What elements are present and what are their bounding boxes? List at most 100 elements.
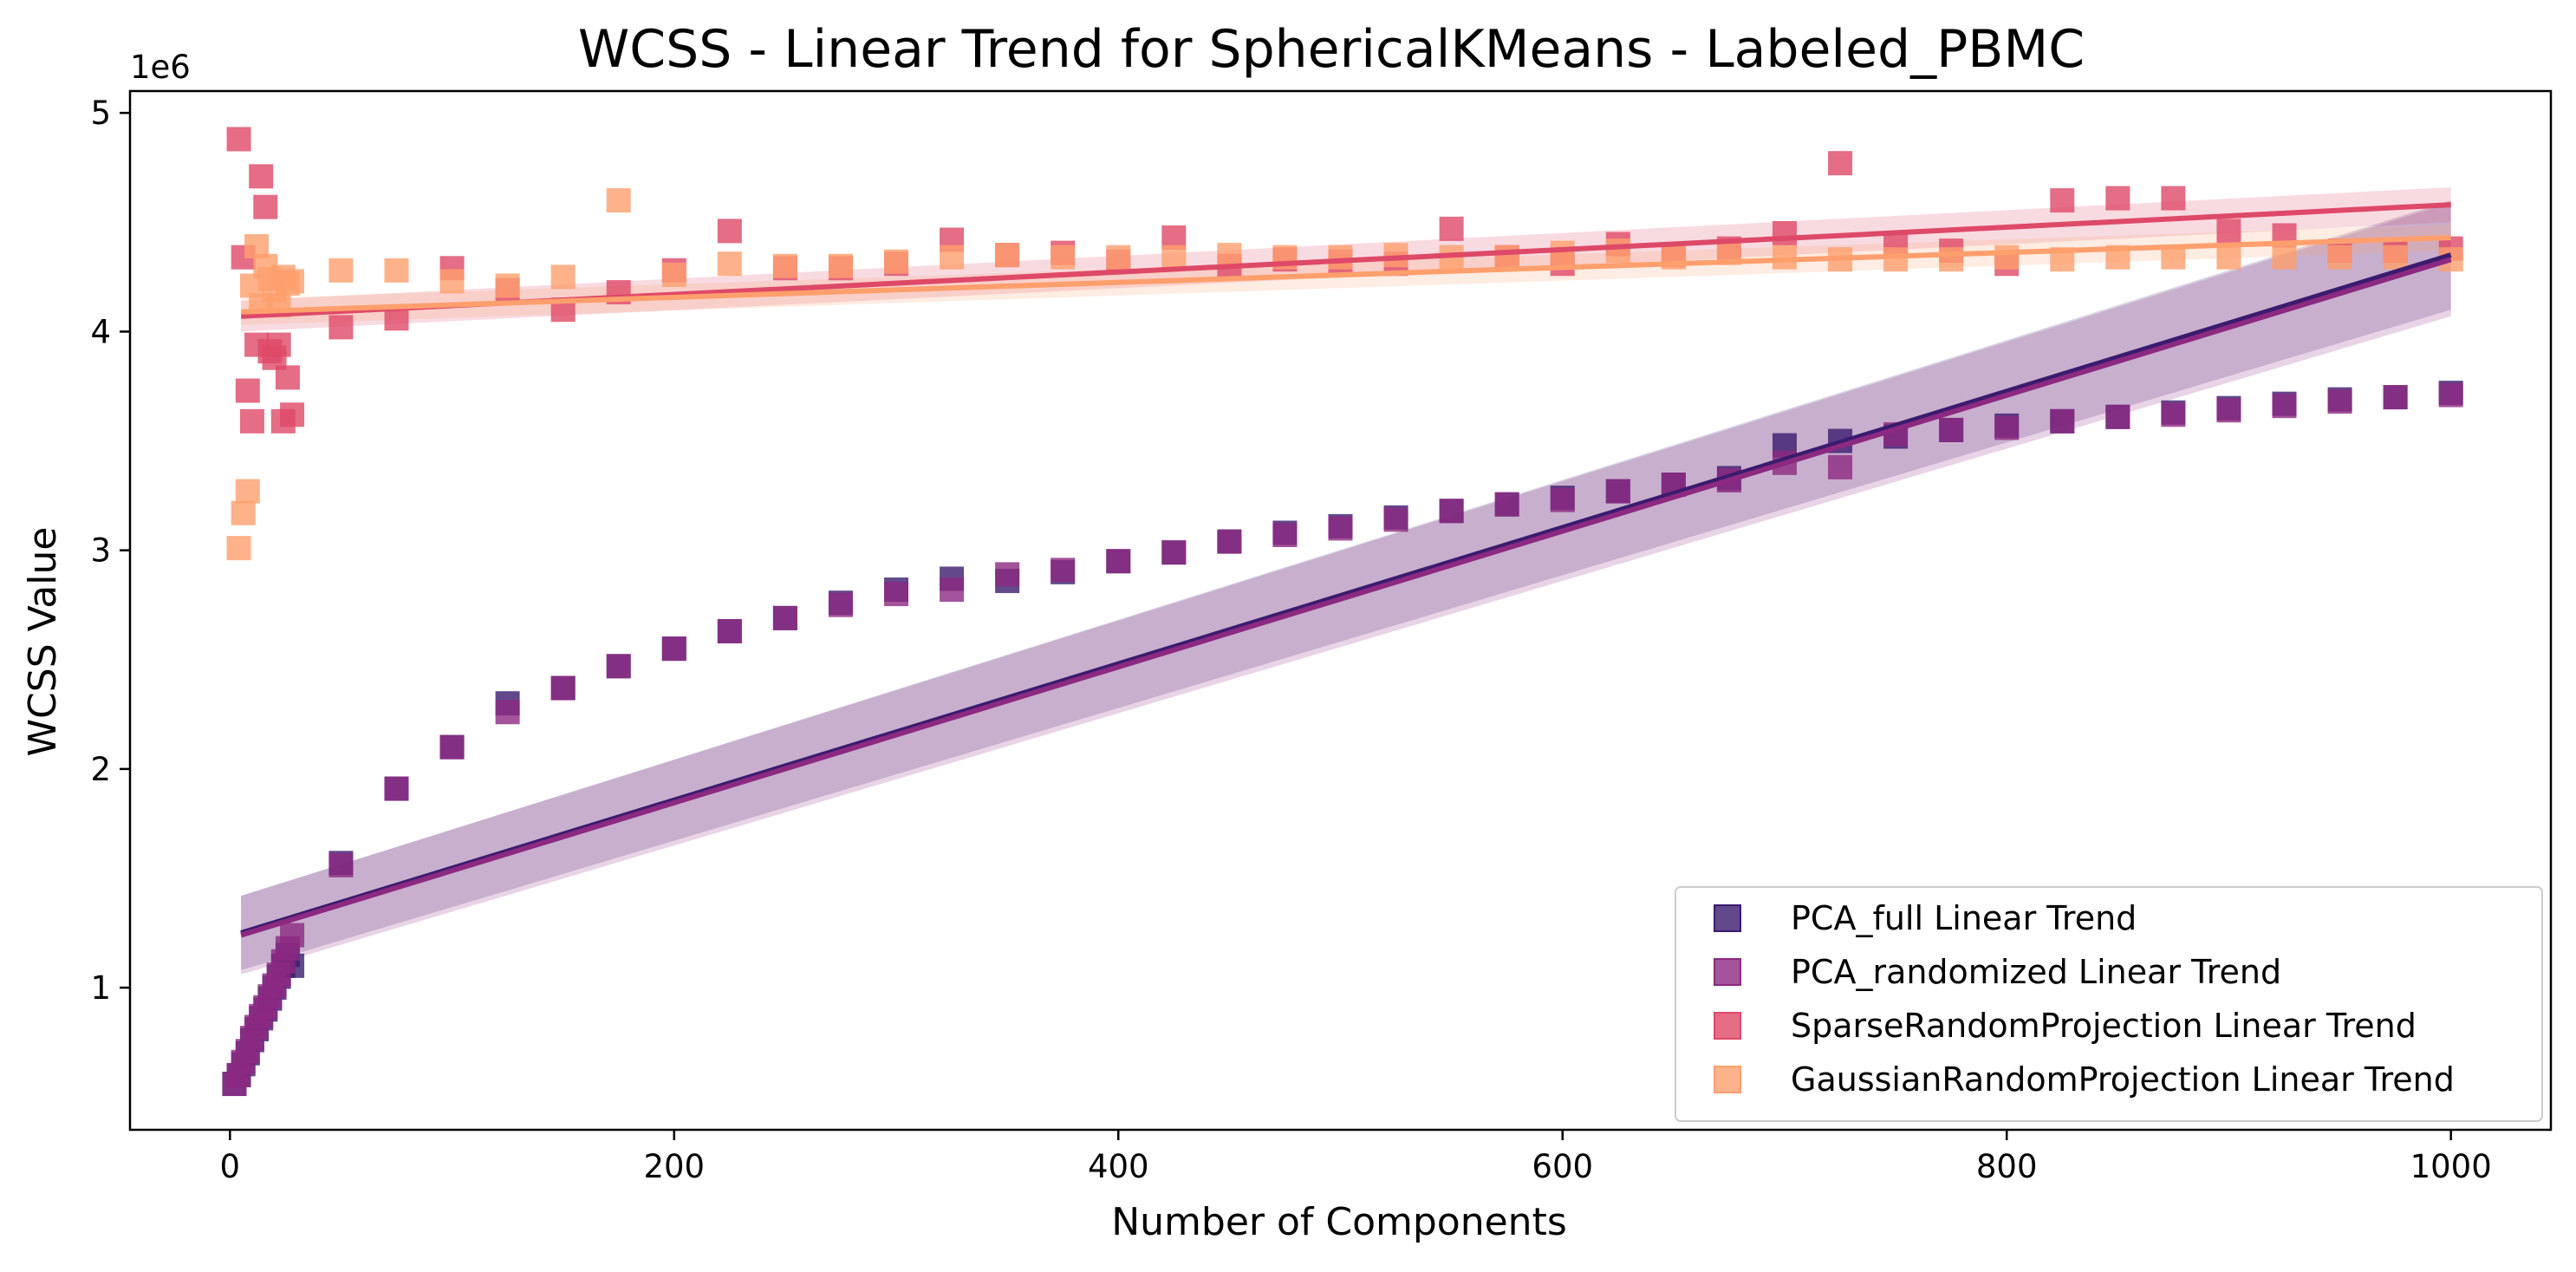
x-tick-label: 1000 xyxy=(2410,1148,2492,1185)
data-point xyxy=(1772,220,1797,245)
data-point xyxy=(717,219,742,244)
data-point xyxy=(1328,516,1353,541)
data-point xyxy=(275,365,300,390)
data-point xyxy=(1605,479,1630,504)
data-point xyxy=(995,562,1020,587)
legend-marker xyxy=(1714,904,1741,932)
data-point xyxy=(439,734,465,760)
legend-marker xyxy=(1714,1066,1741,1093)
data-point xyxy=(1161,540,1187,565)
data-point xyxy=(1217,243,1242,268)
data-point xyxy=(940,245,965,270)
x-tick-label: 0 xyxy=(220,1148,241,1185)
data-point xyxy=(226,127,251,152)
data-point xyxy=(329,258,354,283)
x-axis-label: Number of Components xyxy=(1111,1200,1567,1244)
data-point xyxy=(231,500,256,525)
data-point xyxy=(1494,492,1519,517)
data-point xyxy=(2216,245,2241,270)
legend-marker xyxy=(1714,958,1741,986)
data-point xyxy=(717,251,742,277)
data-point xyxy=(884,249,909,274)
data-point xyxy=(2272,394,2297,419)
data-point xyxy=(2216,219,2241,244)
data-point xyxy=(2216,398,2241,423)
legend: PCA_full Linear Trend PCA_randomized Line… xyxy=(1675,886,2543,1122)
data-point xyxy=(226,536,251,561)
data-point xyxy=(1439,216,1464,241)
data-point xyxy=(329,315,354,340)
data-point xyxy=(239,408,264,434)
legend-label: SparseRandomProjection Linear Trend xyxy=(1791,1007,2417,1045)
data-point xyxy=(661,262,686,287)
data-point xyxy=(1106,549,1131,574)
data-point xyxy=(2105,404,2130,429)
data-point xyxy=(1939,417,1964,442)
y-tick-label: 3 xyxy=(90,532,111,570)
data-point xyxy=(2383,245,2408,270)
data-point xyxy=(495,700,520,725)
plot-frame xyxy=(128,89,2553,1132)
y-tick-label: 4 xyxy=(90,313,111,350)
data-point xyxy=(1994,245,2020,270)
data-point xyxy=(1328,245,1353,270)
y-axis-offset-label: 1e6 xyxy=(130,49,191,86)
data-point xyxy=(1883,247,1909,272)
data-point xyxy=(1939,247,1964,272)
data-point xyxy=(249,164,274,189)
data-point xyxy=(1272,522,1298,547)
data-point xyxy=(280,923,305,948)
data-point xyxy=(384,776,409,801)
data-point xyxy=(235,378,260,403)
confidence-band-pca-full-linear-trend xyxy=(241,200,2451,970)
chart-title: WCSS - Linear Trend for SphericalKMeans … xyxy=(578,19,2085,80)
data-point xyxy=(1550,487,1575,512)
data-point xyxy=(2438,382,2463,408)
x-tick-label: 600 xyxy=(1532,1148,1593,1185)
data-point xyxy=(661,636,686,662)
legend-box xyxy=(1675,886,2543,1122)
data-point xyxy=(2327,389,2352,414)
y-tick-label: 2 xyxy=(90,751,111,788)
data-point xyxy=(384,258,409,283)
x-tick-label: 400 xyxy=(1088,1148,1149,1185)
data-point xyxy=(1051,558,1076,583)
data-point xyxy=(1217,529,1242,554)
data-point xyxy=(2050,188,2075,213)
data-point xyxy=(280,269,305,294)
data-point xyxy=(606,654,631,679)
data-point xyxy=(2161,186,2186,211)
data-point xyxy=(772,605,797,630)
data-point xyxy=(329,852,354,877)
data-point xyxy=(1106,245,1131,270)
data-point xyxy=(550,264,576,290)
data-point xyxy=(1550,240,1575,265)
data-point xyxy=(1439,499,1464,524)
data-point xyxy=(1828,454,1853,479)
legend-label: GaussianRandomProjection Linear Trend xyxy=(1791,1060,2455,1099)
data-point xyxy=(2272,245,2297,270)
data-point xyxy=(1494,245,1519,270)
data-point xyxy=(606,188,631,213)
y-tick-label: 1 xyxy=(90,969,111,1007)
data-point xyxy=(1828,151,1853,176)
data-point xyxy=(995,243,1020,268)
data-point xyxy=(2383,385,2408,410)
data-point xyxy=(2161,402,2186,427)
data-point xyxy=(253,194,278,219)
data-point xyxy=(550,675,576,701)
data-point xyxy=(1051,245,1076,270)
trend-line-pca-randomized-linear-trend xyxy=(240,257,2452,938)
legend-label: PCA_randomized Linear Trend xyxy=(1791,953,2281,991)
data-point xyxy=(280,402,305,427)
legend-marker xyxy=(1714,1012,1741,1040)
y-axis-label: WCSS Value xyxy=(21,527,65,757)
data-point xyxy=(2327,245,2352,270)
data-point xyxy=(266,332,291,357)
data-point xyxy=(772,253,797,278)
trend-line-gaussianrandomprojection-linear-trend xyxy=(241,234,2451,315)
data-point xyxy=(940,577,965,603)
x-tick-label: 800 xyxy=(1976,1148,2038,1185)
